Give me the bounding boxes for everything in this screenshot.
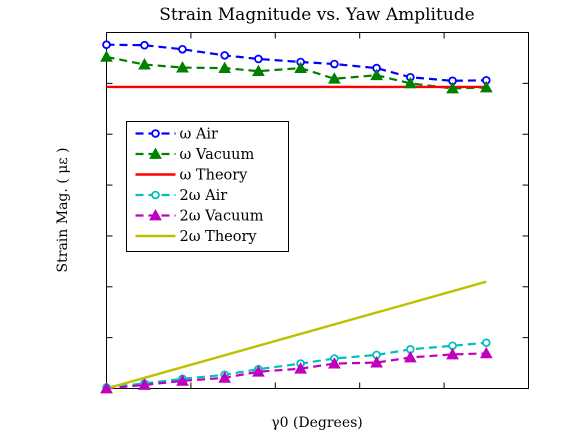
data-point-2omega-vacuum — [403, 350, 417, 363]
data-point-omega-vacuum — [218, 61, 232, 73]
legend-label-omega-theory: ω Theory — [180, 168, 249, 184]
data-point-omega-air — [330, 59, 339, 69]
data-point-2omega-vacuum — [252, 365, 265, 377]
legend-marker-omega-vacuum — [149, 147, 162, 159]
axis-ticks — [106, 32, 529, 389]
data-point-omega-vacuum — [100, 50, 113, 62]
data-point-2omega-vacuum — [328, 357, 341, 369]
data-point-2omega-vacuum — [100, 381, 113, 394]
legend-label-2omega-vacuum: 2ω Vacuum — [180, 209, 264, 225]
x-axis-label: γ0 (Degrees) — [271, 415, 363, 431]
data-point-2omega-vacuum — [446, 347, 459, 360]
data-point-omega-vacuum — [138, 58, 151, 70]
legend: ω Air ω Vacuum ω Theory 2ω Air 2ω Vacuum 2ω T… — [126, 121, 289, 252]
data-point-omega-vacuum — [252, 64, 265, 77]
legend-marker-2omega-vacuum — [149, 208, 162, 221]
data-point-omega-vacuum — [370, 68, 383, 81]
data-point-2omega-vacuum — [479, 346, 493, 359]
data-point-2omega-vacuum — [370, 356, 383, 368]
data-point-omega-vacuum — [446, 81, 459, 94]
series-line-2omega-theory — [106, 280, 487, 390]
y-axis-label: Strain Mag. ( με ) — [55, 148, 71, 273]
legend-label-omega-air: ω Air — [180, 127, 219, 143]
data-point-omega-vacuum — [176, 61, 189, 73]
legend-marker-2omega-air — [151, 190, 160, 200]
data-point-omega-air — [254, 54, 263, 64]
data-point-omega-air — [220, 51, 229, 60]
data-point-2omega-vacuum — [294, 362, 307, 374]
data-point-omega-air — [102, 40, 111, 50]
series-line-2omega-air — [106, 341, 487, 389]
series-markers — [100, 40, 493, 394]
data-point-2omega-vacuum — [218, 371, 232, 383]
data-point-omega-vacuum — [479, 80, 493, 93]
legend-marker-omega-air — [151, 129, 160, 138]
legend-label-omega-vacuum: ω Vacuum — [180, 147, 255, 163]
data-point-omega-vacuum — [328, 72, 341, 84]
data-point-2omega-vacuum — [138, 378, 151, 390]
legend-box — [126, 121, 289, 252]
data-point-omega-air — [140, 40, 149, 50]
chart-title: Strain Magnitude vs. Yaw Amplitude — [159, 5, 474, 25]
legend-label-2omega-theory: 2ω Theory — [180, 229, 258, 245]
data-point-2omega-vacuum — [176, 374, 189, 386]
data-point-omega-air — [178, 44, 187, 54]
data-point-2omega-air — [481, 338, 491, 348]
data-point-omega-vacuum — [294, 61, 307, 73]
data-point-omega-vacuum — [403, 76, 417, 89]
legend-label-2omega-air: 2ω Air — [180, 188, 228, 204]
plot-area — [106, 32, 529, 389]
